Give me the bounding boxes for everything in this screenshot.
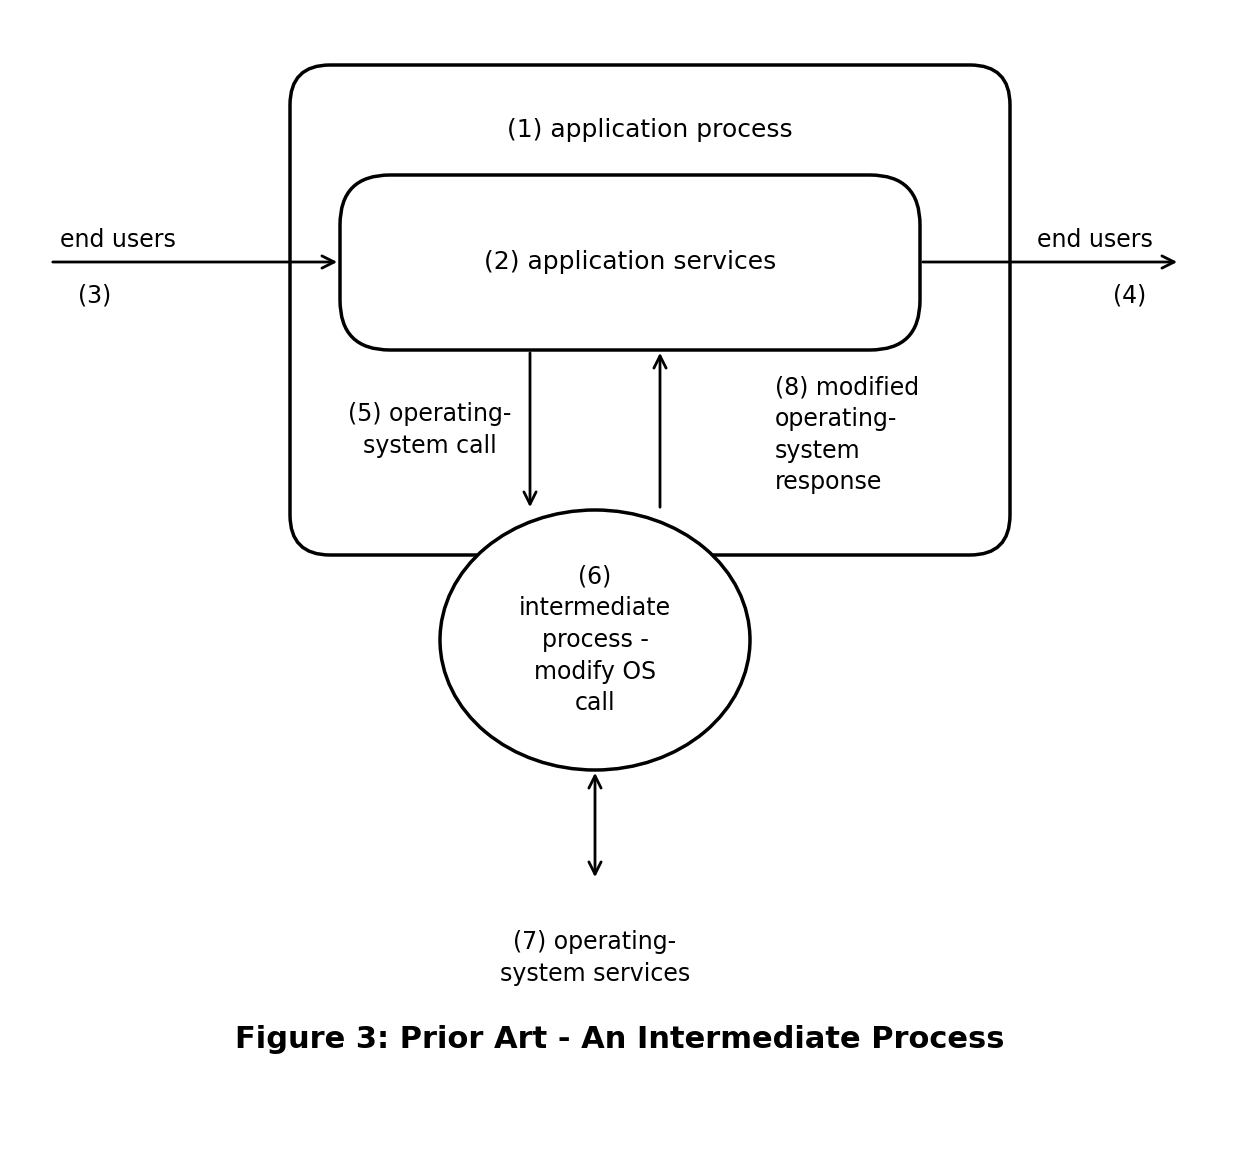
Text: (6)
intermediate
process -
modify OS
call: (6) intermediate process - modify OS cal… (518, 565, 671, 715)
Text: (2) application services: (2) application services (484, 250, 776, 274)
Ellipse shape (440, 510, 750, 770)
Text: (3): (3) (78, 283, 112, 307)
Text: (8) modified
operating-
system
response: (8) modified operating- system response (775, 376, 919, 495)
FancyBboxPatch shape (340, 176, 920, 350)
Text: (5) operating-
system call: (5) operating- system call (348, 402, 512, 457)
FancyBboxPatch shape (290, 66, 1011, 555)
Text: Figure 3: Prior Art - An Intermediate Process: Figure 3: Prior Art - An Intermediate Pr… (236, 1025, 1004, 1054)
Text: (1) application process: (1) application process (507, 118, 792, 142)
Text: end users: end users (1037, 228, 1153, 252)
Text: (4): (4) (1114, 283, 1147, 307)
Text: end users: end users (60, 228, 176, 252)
Text: (7) operating-
system services: (7) operating- system services (500, 930, 691, 985)
